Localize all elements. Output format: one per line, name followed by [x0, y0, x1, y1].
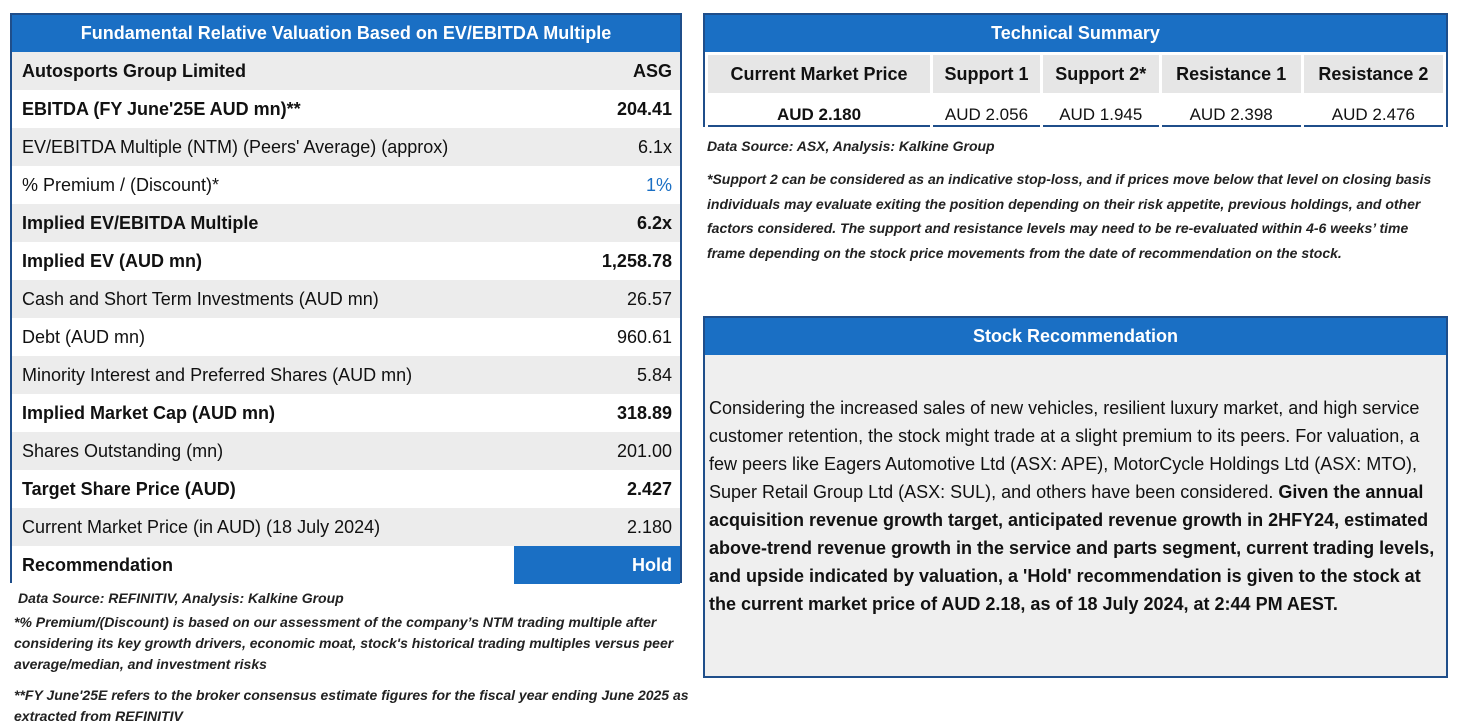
- recommendation-text: Considering the increased sales of new v…: [709, 398, 1420, 502]
- valuation-title: Fundamental Relative Valuation Based on …: [12, 15, 680, 52]
- valuation-box: Fundamental Relative Valuation Based on …: [10, 13, 682, 584]
- row-value: 1,258.78: [514, 242, 680, 280]
- row-label: EV/EBITDA Multiple (NTM) (Peers' Average…: [12, 128, 514, 166]
- row-label: EBITDA (FY June'25E AUD mn)**: [12, 90, 514, 128]
- row-value: 26.57: [514, 280, 680, 318]
- row-label: Target Share Price (AUD): [12, 470, 514, 508]
- header-cell: Resistance 1: [1158, 52, 1304, 96]
- table-row: Minority Interest and Preferred Shares (…: [12, 356, 680, 394]
- row-value: 204.41: [514, 90, 680, 128]
- table-row: Cash and Short Term Investments (AUD mn)…: [12, 280, 680, 318]
- header-cell: Current Market Price: [705, 52, 933, 96]
- row-value: 201.00: [514, 432, 680, 470]
- row-value: 5.84: [514, 356, 680, 394]
- table-row: Implied Market Cap (AUD mn) 318.89: [12, 394, 680, 432]
- note: Data Source: REFINITIV, Analysis: Kalkin…: [18, 590, 344, 606]
- row-value: 1%: [514, 166, 680, 204]
- table-row: Current Market Price (in AUD) (18 July 2…: [12, 508, 680, 546]
- row-label: Implied EV (AUD mn): [12, 242, 514, 280]
- recommendation-body: Considering the increased sales of new v…: [705, 355, 1446, 676]
- table-row: % Premium / (Discount)* 1%: [12, 166, 680, 204]
- header-cell: Resistance 2: [1300, 52, 1447, 96]
- technical-table: Current Market Price Support 1 Support 2* R…: [705, 52, 1447, 137]
- row-label: Autosports Group Limited: [12, 52, 514, 90]
- row-label: Implied Market Cap (AUD mn): [12, 394, 514, 432]
- technical-box: Technical Summary Current Market Price Su…: [703, 13, 1448, 137]
- recommendation-box: Stock Recommendation Considering the inc…: [703, 316, 1448, 678]
- row-value: 6.2x: [514, 204, 680, 242]
- value-cell: AUD 2.476: [1300, 93, 1447, 137]
- table-row: Target Share Price (AUD) 2.427: [12, 470, 680, 508]
- table-row: Recommendation Hold: [12, 546, 680, 584]
- row-value: 960.61: [514, 318, 680, 356]
- row-value: 6.1x: [514, 128, 680, 166]
- value-cell: AUD 1.945: [1039, 93, 1162, 137]
- row-label: Debt (AUD mn): [12, 318, 514, 356]
- row-label: Cash and Short Term Investments (AUD mn): [12, 280, 514, 318]
- row-label: Implied EV/EBITDA Multiple: [12, 204, 514, 242]
- table-row: Debt (AUD mn) 960.61: [12, 318, 680, 356]
- row-label: % Premium / (Discount)*: [12, 166, 514, 204]
- row-value: Hold: [514, 546, 680, 584]
- technical-title: Technical Summary: [705, 15, 1446, 52]
- header-cell: Support 2*: [1039, 52, 1162, 96]
- recommendation-bold-text: Given the annual acquisition revenue gro…: [709, 482, 1435, 614]
- row-value: 318.89: [514, 394, 680, 432]
- table-row: Autosports Group Limited ASG: [12, 52, 680, 90]
- table-row: Shares Outstanding (mn) 201.00: [12, 432, 680, 470]
- row-value: 2.180: [514, 508, 680, 546]
- recommendation-title: Stock Recommendation: [705, 318, 1446, 355]
- value-cell: AUD 2.180: [705, 93, 933, 137]
- table-row: EBITDA (FY June'25E AUD mn)** 204.41: [12, 90, 680, 128]
- row-value: 2.427: [514, 470, 680, 508]
- table-row: EV/EBITDA Multiple (NTM) (Peers' Average…: [12, 128, 680, 166]
- value-cell: AUD 2.398: [1158, 93, 1304, 137]
- value-cell: AUD 2.056: [929, 93, 1043, 137]
- table-row: Implied EV/EBITDA Multiple 6.2x: [12, 204, 680, 242]
- row-label: Shares Outstanding (mn): [12, 432, 514, 470]
- note: *% Premium/(Discount) is based on our as…: [14, 614, 674, 672]
- header-cell: Support 1: [929, 52, 1043, 96]
- row-value: ASG: [514, 52, 680, 90]
- valuation-table: Autosports Group Limited ASG EBITDA (FY Ju…: [12, 52, 680, 584]
- table-row: Implied EV (AUD mn) 1,258.78: [12, 242, 680, 280]
- row-label: Current Market Price (in AUD) (18 July 2…: [12, 508, 514, 546]
- note: *Support 2 can be considered as an indic…: [707, 171, 1432, 261]
- note: Data Source: ASX, Analysis: Kalkine Grou…: [707, 138, 995, 154]
- row-label: Recommendation: [12, 546, 514, 584]
- row-label: Minority Interest and Preferred Shares (…: [12, 356, 514, 394]
- note: **FY June'25E refers to the broker conse…: [14, 687, 689, 724]
